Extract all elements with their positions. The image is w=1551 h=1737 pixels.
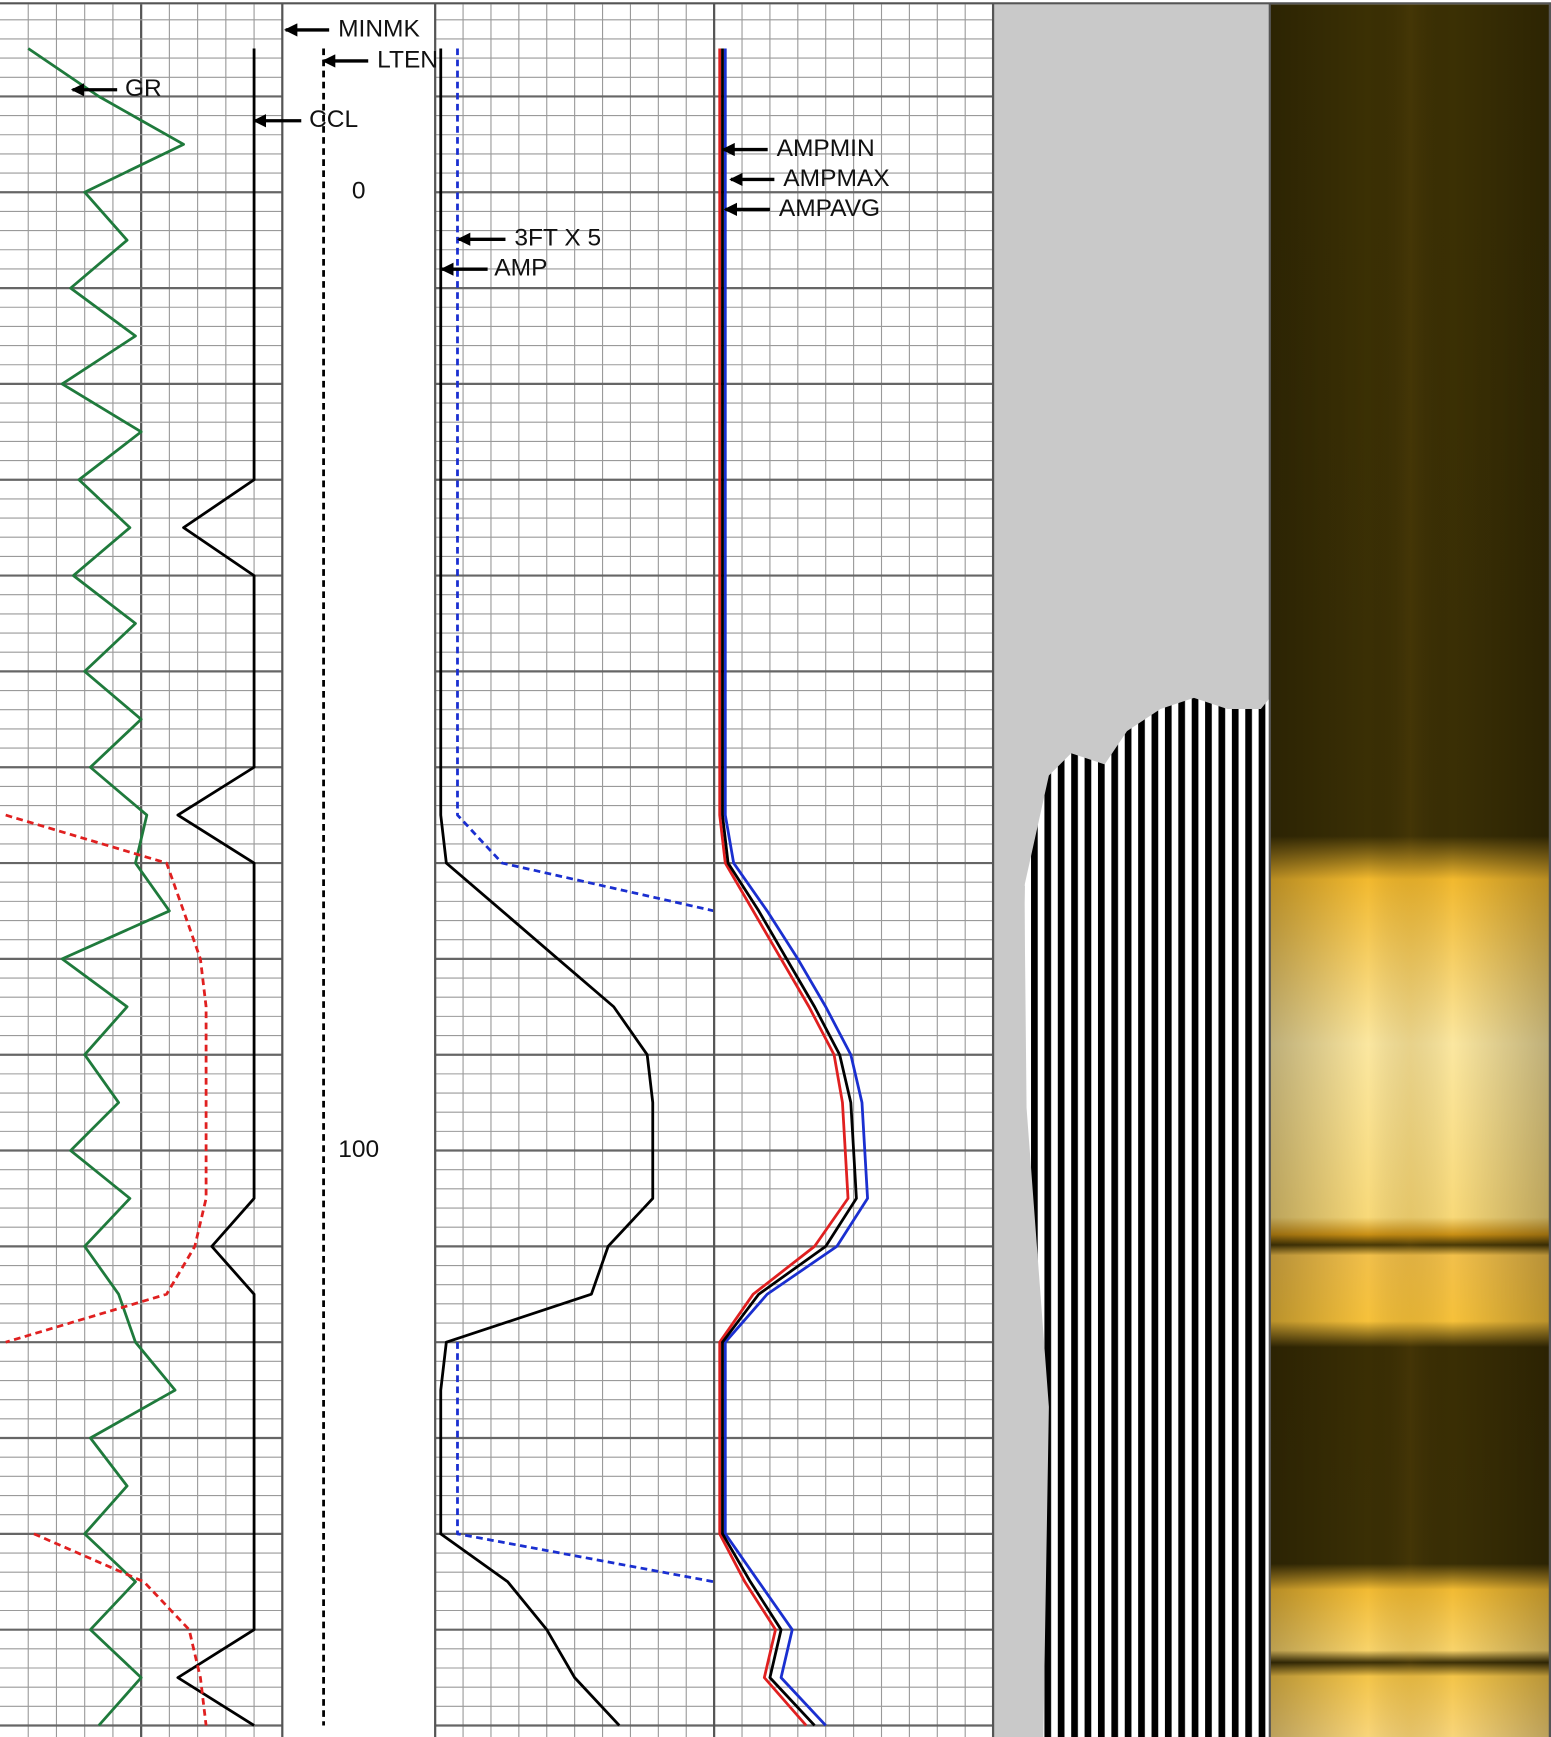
curve-label: 3FT X 5 <box>514 225 601 252</box>
vdl-waveform <box>1024 697 1270 1737</box>
depth-label: 0 <box>352 178 366 205</box>
curve <box>439 48 655 1727</box>
image-shading <box>1269 4 1551 1737</box>
curve-label: GR <box>125 75 162 102</box>
labels: MINMK LTEN GR CCL AMPMIN AMPMAX AMPAVG 3… <box>70 15 890 1163</box>
curve <box>723 48 869 1727</box>
curve-label: AMPAVG <box>779 195 880 222</box>
curve-label: MINMK <box>338 15 420 42</box>
curve-label: AMP <box>494 255 547 282</box>
curve <box>721 48 858 1727</box>
curves <box>5 47 869 1727</box>
depth-label: 100 <box>338 1136 379 1163</box>
curve <box>176 48 256 1727</box>
curve <box>5 813 208 1726</box>
curve-label: CCL <box>309 106 358 133</box>
curve-label: LTEN <box>377 46 438 73</box>
curve-label: AMPMAX <box>783 165 889 192</box>
curve <box>27 47 185 1727</box>
curve-label: AMPMIN <box>777 135 875 162</box>
curve <box>718 48 850 1727</box>
curve <box>456 48 715 1584</box>
